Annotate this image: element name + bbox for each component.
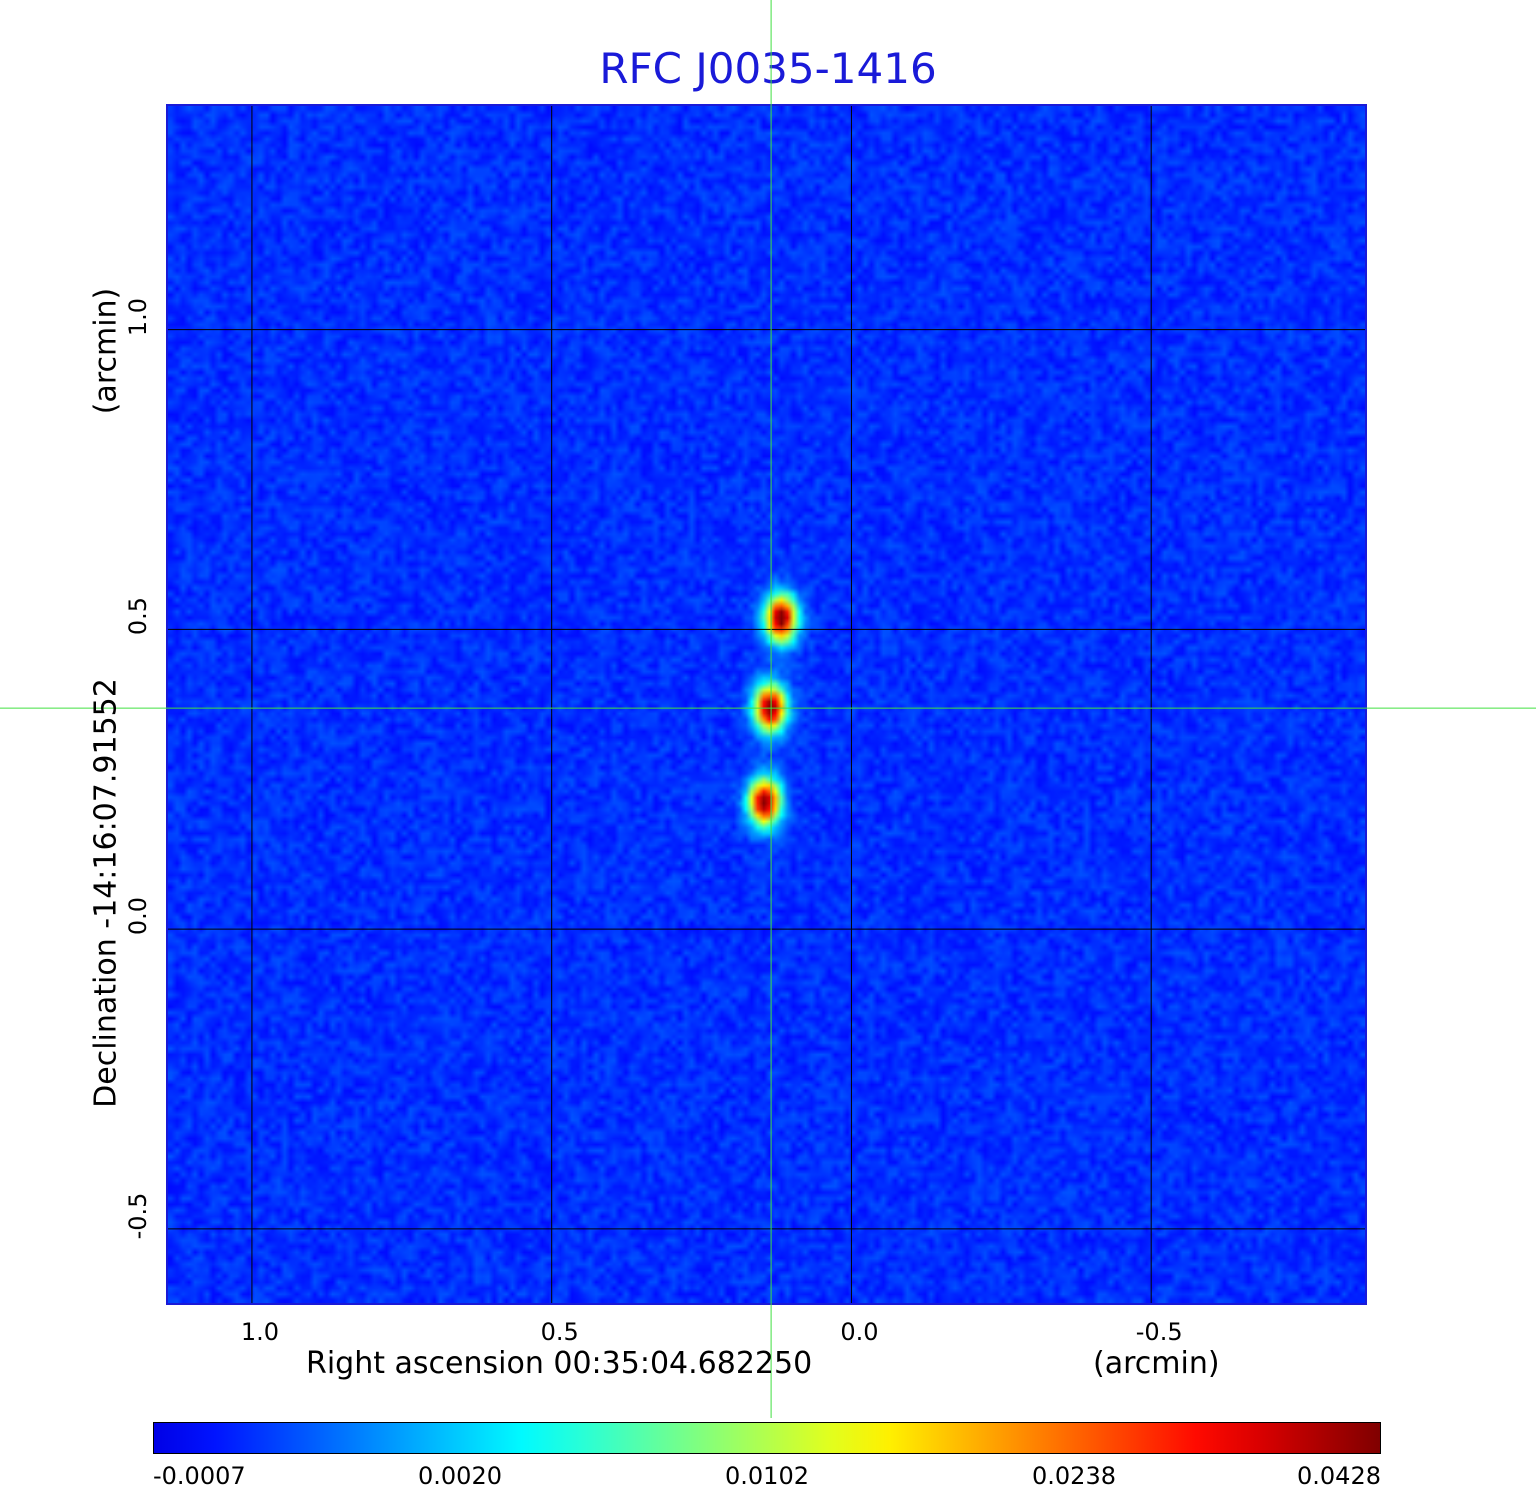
x-axis-unit: (arcmin): [1093, 1346, 1220, 1381]
x-axis-label: Right ascension 00:35:04.682250: [306, 1346, 813, 1381]
x-tick-label: -0.5: [1135, 1318, 1183, 1346]
y-axis-unit: (arcmin): [88, 287, 124, 415]
y-tick-label: 0.0: [124, 897, 152, 936]
colorbar-tick-label: 0.0428: [1297, 1462, 1381, 1490]
colorbar-tick-label: -0.0007: [153, 1462, 246, 1490]
colorbar-tick-label: 0.0238: [1032, 1462, 1116, 1490]
heatmap-image: [168, 106, 1365, 1303]
y-tick-label: 1.0: [124, 297, 152, 336]
y-axis-label: Declination -14:16:07.91552: [88, 678, 124, 1108]
colorbar: [153, 1422, 1381, 1454]
y-tick-label: 0.5: [124, 597, 152, 636]
colorbar-tick-label: 0.0020: [418, 1462, 502, 1490]
chart-title: RFC J0035-1416: [599, 44, 937, 93]
grid-lines: [168, 106, 1365, 1303]
y-tick-label: -0.5: [124, 1192, 152, 1240]
x-tick-label: 1.0: [240, 1318, 280, 1346]
plot-area: [166, 104, 1367, 1305]
colorbar-tick-label: 0.0102: [725, 1462, 809, 1490]
x-tick-label: 0.0: [840, 1318, 879, 1346]
x-tick-label: 0.5: [540, 1318, 579, 1346]
